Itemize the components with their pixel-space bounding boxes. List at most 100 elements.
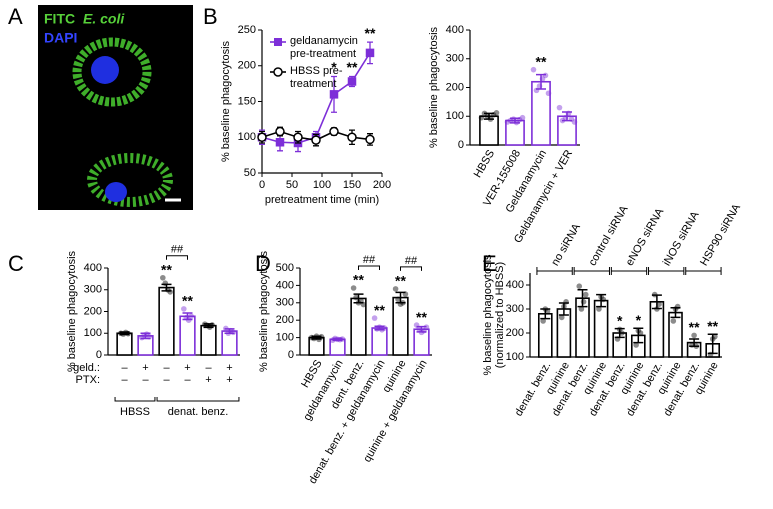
significance-label: * — [636, 312, 642, 328]
data-point — [619, 330, 625, 336]
data-point — [519, 114, 526, 121]
group-label: denat. benz. — [168, 406, 229, 418]
data-point — [556, 104, 563, 111]
error-bar — [651, 294, 662, 310]
data-point — [353, 294, 359, 301]
y-tick-label: 150 — [238, 95, 256, 107]
data-point — [600, 296, 607, 303]
nucleus — [91, 56, 119, 84]
group-label: iNOS siRNA — [661, 209, 702, 268]
significance-label: ** — [374, 302, 385, 318]
y-tick-label: 400 — [506, 279, 524, 291]
bracket — [358, 265, 380, 271]
data-point — [582, 291, 589, 298]
point — [347, 132, 357, 142]
y-tick-label: 400 — [446, 24, 464, 36]
error-bar — [670, 307, 681, 319]
data-point — [571, 119, 578, 125]
condition-value: + — [142, 362, 148, 374]
data-point — [188, 313, 194, 320]
y-tick-label: 200 — [238, 60, 256, 72]
y-tick-label: 0 — [458, 139, 464, 151]
condition-label: PTX: — [76, 374, 100, 386]
error-bar — [353, 293, 364, 304]
bracket-label: ## — [363, 254, 376, 266]
y-tick-label: 300 — [446, 53, 464, 65]
group-bracket — [685, 267, 722, 275]
condition-value: + — [226, 374, 232, 386]
group-bracket — [573, 267, 610, 275]
data-point — [530, 66, 537, 73]
condition-value: – — [163, 362, 170, 374]
error-bar — [374, 325, 385, 331]
data-point — [181, 306, 187, 312]
x-tick-label: 150 — [343, 179, 361, 191]
x-tick-label: HBSS — [472, 148, 497, 180]
y-tick-label: 0 — [96, 349, 102, 361]
data-point — [576, 283, 583, 290]
error-bar — [119, 331, 130, 336]
error-bar — [577, 289, 588, 308]
point — [329, 126, 339, 137]
significance-label: ** — [536, 53, 547, 69]
data-point — [656, 301, 662, 308]
data-point — [507, 117, 514, 124]
stain-label: FITC — [44, 11, 75, 27]
y-tick-label: 100 — [238, 131, 256, 143]
y-tick-label: 0 — [288, 349, 294, 361]
data-point — [493, 110, 500, 116]
legend-label: HBSS pre-treatment — [290, 65, 343, 90]
significance-label: * — [617, 312, 623, 328]
y-tick-label: 200 — [446, 81, 464, 93]
panel-label: C — [8, 251, 24, 276]
x-tick-label: 50 — [286, 179, 298, 191]
y-tick-label: 200 — [84, 305, 102, 317]
error-bar — [633, 327, 644, 344]
group-label: no siRNA — [549, 221, 583, 268]
error-bar — [395, 291, 406, 304]
x-tick-label: 100 — [313, 179, 331, 191]
x-tick-label: 200 — [373, 179, 391, 191]
data-point — [712, 333, 718, 340]
nucleus — [105, 182, 127, 202]
legend-entry: HBSS pre-treatment — [290, 65, 343, 90]
significance-label: ** — [707, 318, 718, 334]
legend-entry: geldanamycin pre-treatment — [290, 35, 358, 60]
condition-value: – — [184, 374, 191, 386]
error-bar — [311, 335, 322, 340]
error-bar — [614, 327, 625, 339]
y-tick-label: 100 — [276, 332, 294, 344]
error-bar — [596, 293, 607, 308]
legend-label: geldanamycin pre-treatment — [290, 35, 358, 60]
condition-value: + — [205, 374, 211, 386]
point — [293, 132, 303, 142]
data-point — [633, 342, 639, 348]
bracket — [166, 255, 188, 260]
legend-marker — [273, 67, 283, 77]
group-bracket — [648, 267, 685, 275]
significance-label: ** — [353, 272, 364, 288]
group-label: eNOS siRNA — [624, 206, 667, 268]
data-point — [596, 306, 602, 312]
error-bar — [161, 283, 172, 292]
data-point — [544, 308, 551, 315]
data-point — [580, 299, 587, 305]
significance-label: * — [331, 59, 337, 75]
error-bar — [484, 112, 494, 120]
y-axis-label: % baseline phagocytosis — [258, 250, 270, 372]
point — [365, 48, 375, 58]
y-axis-label: (normalized to HBSS) — [494, 262, 506, 368]
point — [275, 138, 285, 147]
y-tick-label: 200 — [506, 327, 524, 339]
bracket-label: ## — [171, 244, 184, 256]
group-label: HBSS — [120, 406, 150, 418]
data-point — [416, 326, 422, 332]
data-point — [542, 72, 549, 79]
significance-label: ** — [347, 59, 358, 75]
bracket — [400, 266, 422, 271]
data-point — [230, 329, 236, 336]
data-point — [545, 90, 552, 97]
data-point — [167, 289, 173, 295]
error-bar — [224, 328, 235, 334]
